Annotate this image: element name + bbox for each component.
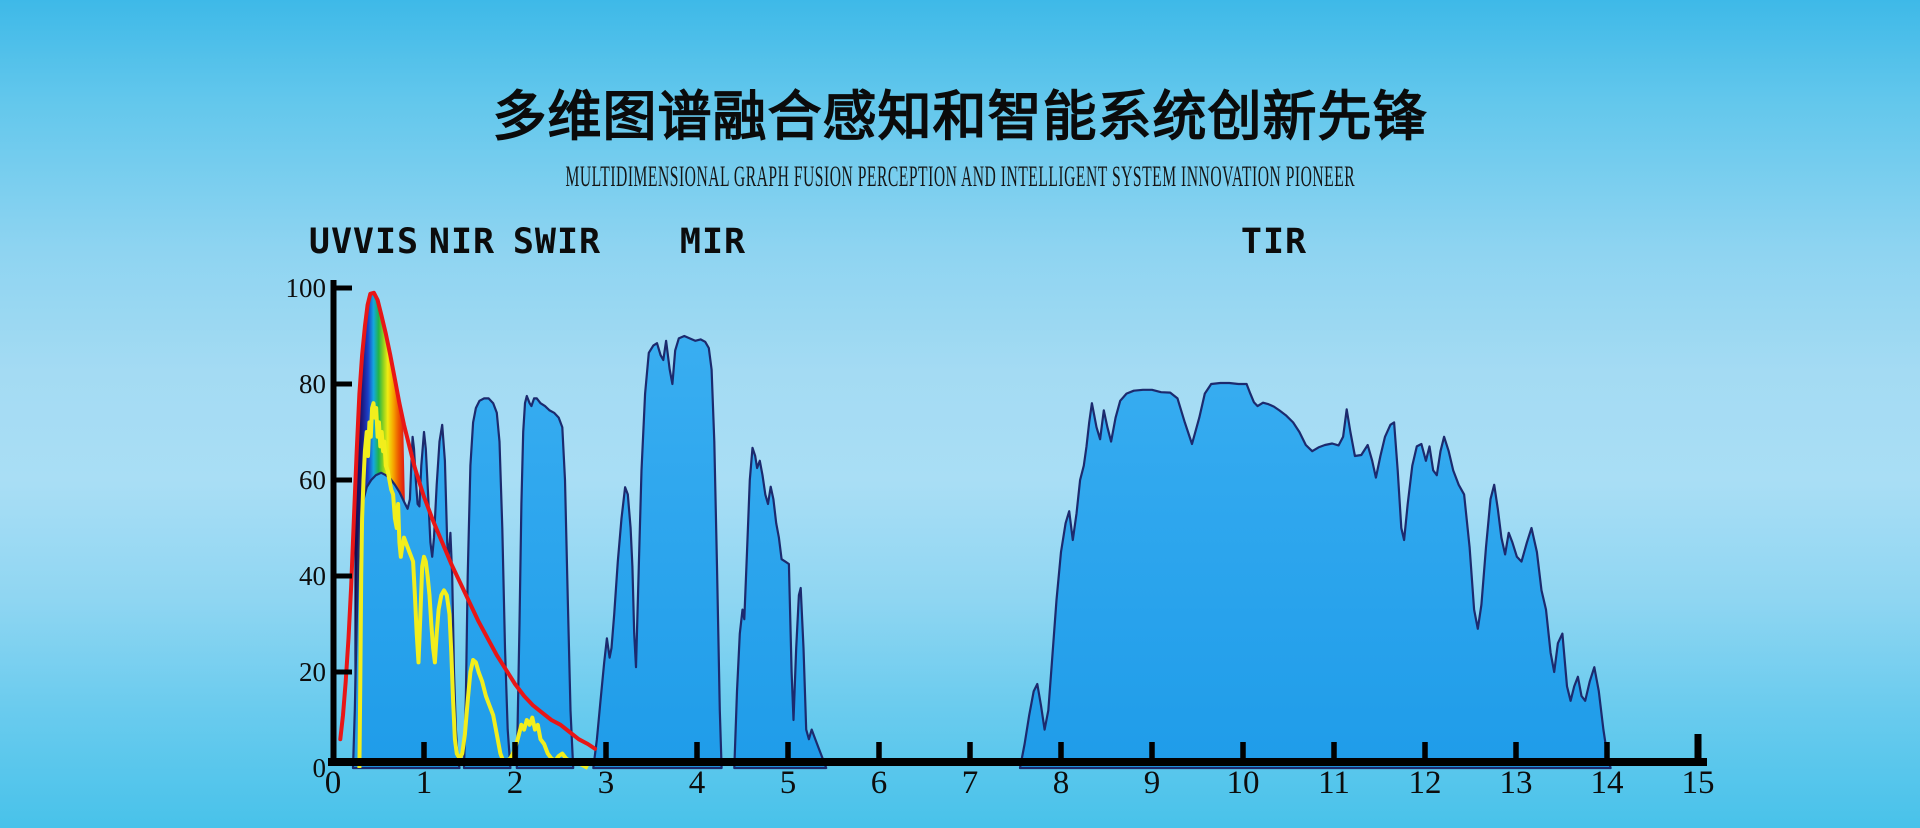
page-subtitle: MULTIDIMENSIONAL GRAPH FUSION PERCEPTION… bbox=[0, 160, 1920, 194]
x-tick-label: 15 bbox=[1682, 765, 1715, 801]
y-tick-label: 100 bbox=[286, 273, 327, 303]
x-tick-label: 0 bbox=[325, 765, 342, 801]
x-tick-label: 7 bbox=[962, 765, 979, 801]
band-label-uv: UV bbox=[309, 222, 353, 262]
transmission-region bbox=[592, 334, 723, 770]
x-tick bbox=[512, 742, 518, 758]
x-tick-label: 10 bbox=[1227, 765, 1260, 801]
x-tick bbox=[1149, 742, 1155, 758]
x-tick bbox=[603, 742, 609, 758]
x-axis-line bbox=[328, 758, 1707, 766]
transmission-region bbox=[515, 394, 575, 770]
y-tick-label: 20 bbox=[299, 657, 326, 687]
x-tick-label: 14 bbox=[1591, 765, 1624, 801]
x-tick bbox=[694, 742, 700, 758]
y-tick bbox=[333, 381, 352, 387]
y-tick bbox=[333, 573, 352, 579]
x-tick-label: 13 bbox=[1500, 765, 1533, 801]
y-tick bbox=[333, 477, 352, 483]
x-tick bbox=[421, 742, 427, 758]
x-tick bbox=[1331, 742, 1337, 758]
y-tick bbox=[333, 285, 352, 291]
solar-irradiance-curve bbox=[357, 401, 589, 770]
x-tick bbox=[1694, 734, 1702, 758]
x-tick bbox=[1422, 742, 1428, 758]
visible-spectrum-gradient-region bbox=[354, 292, 405, 744]
y-tick-label: 60 bbox=[299, 465, 326, 495]
page-subtitle-text: MULTIDIMENSIONAL GRAPH FUSION PERCEPTION… bbox=[565, 160, 1355, 193]
x-tick-label: 3 bbox=[598, 765, 615, 801]
y-axis-line bbox=[330, 280, 337, 766]
x-tick-label: 8 bbox=[1053, 765, 1070, 801]
transmission-region bbox=[462, 397, 512, 770]
x-tick bbox=[967, 742, 973, 758]
x-tick-label: 11 bbox=[1318, 765, 1350, 801]
x-tick bbox=[785, 742, 791, 758]
x-tick bbox=[1604, 742, 1610, 758]
band-label-nir: NIR bbox=[429, 222, 495, 262]
x-tick-label: 9 bbox=[1144, 765, 1161, 801]
x-tick-label: 2 bbox=[507, 765, 524, 801]
band-label-mir: MIR bbox=[680, 222, 746, 262]
x-tick-label: 5 bbox=[780, 765, 797, 801]
x-tick bbox=[1240, 742, 1246, 758]
y-tick-label: 0 bbox=[313, 753, 327, 783]
x-tick-label: 12 bbox=[1409, 765, 1442, 801]
x-tick-label: 4 bbox=[689, 765, 706, 801]
x-tick-label: 6 bbox=[871, 765, 888, 801]
y-tick-label: 80 bbox=[299, 369, 326, 399]
x-tick-label: 1 bbox=[416, 765, 433, 801]
band-label-tir: TIR bbox=[1241, 222, 1307, 262]
band-label-vis: VIS bbox=[353, 222, 419, 262]
blackbody-curve bbox=[338, 290, 598, 751]
band-label-swir: SWIR bbox=[513, 222, 601, 262]
x-tick bbox=[1513, 742, 1519, 758]
x-tick bbox=[1058, 742, 1064, 758]
transmission-region bbox=[1018, 381, 1612, 770]
y-tick bbox=[333, 669, 352, 675]
transmission-region bbox=[733, 446, 828, 770]
page-title: 多维图谱融合感知和智能系统创新先锋 bbox=[492, 87, 1428, 147]
x-tick bbox=[876, 742, 882, 758]
y-tick-label: 40 bbox=[299, 561, 326, 591]
